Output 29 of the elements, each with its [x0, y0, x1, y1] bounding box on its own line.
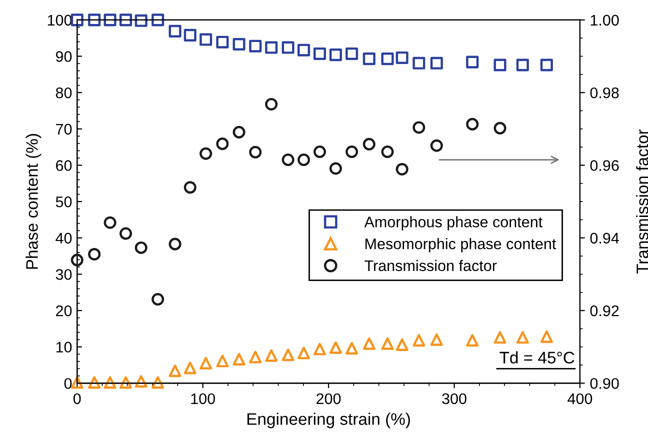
y2-tick-label: 0.98: [590, 87, 619, 98]
y-tick-label: 60: [56, 160, 72, 171]
y2-tick-label: 0.90: [590, 378, 619, 389]
x-axis-title: Engineering strain (%): [247, 412, 410, 428]
y2-tick-label: 0.92: [590, 305, 619, 316]
y-tick-label: 100: [48, 14, 72, 26]
y-tick-label: 30: [56, 269, 72, 280]
y-tick-label: 10: [56, 342, 72, 353]
legend-label: Mesomorphic phase content: [365, 238, 556, 252]
y-tick-label: 20: [56, 305, 72, 316]
y-tick-label: 50: [56, 196, 72, 208]
y2-tick-label: 0.96: [590, 160, 619, 171]
y-tick-label: 0: [64, 378, 72, 389]
y2-tick-label: 1.00: [590, 14, 619, 26]
y-axis-title: Phase content (%): [26, 134, 42, 269]
y2-tick-label: 0.94: [590, 232, 619, 244]
annotation: Td = 45°C: [500, 351, 574, 364]
y-tick-label: 40: [56, 232, 72, 244]
x-tick-label: 0: [73, 393, 81, 404]
x-tick-label: 100: [191, 393, 215, 404]
x-tick-label: 300: [442, 393, 466, 404]
y-tick-label: 80: [56, 87, 72, 98]
x-tick-label: 400: [568, 393, 592, 404]
x-tick-label: 200: [316, 393, 341, 404]
y2-axis-title: Transmission factor: [636, 129, 648, 274]
legend-label: Amorphous phase content: [364, 216, 542, 230]
legend-label: Transmission factor: [364, 260, 497, 272]
y-tick-label: 90: [56, 51, 72, 62]
y-tick-label: 70: [56, 124, 72, 135]
